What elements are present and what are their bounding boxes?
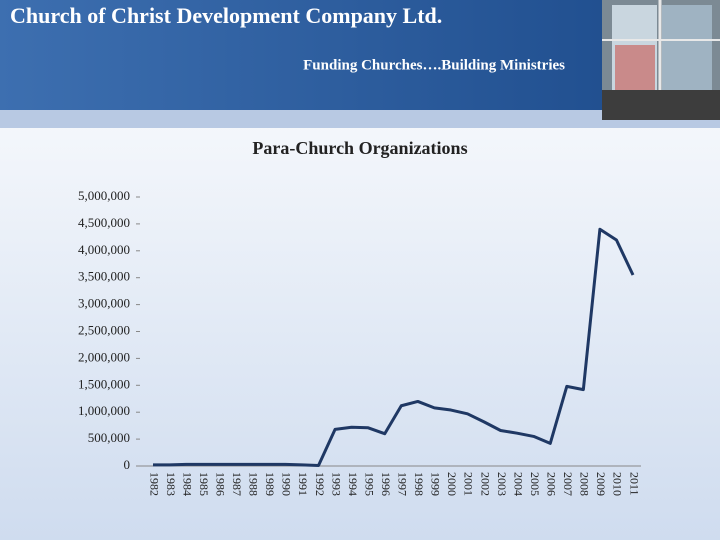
x-tick-label: 2010 [611,472,625,496]
x-tick-label: 2005 [528,472,542,496]
header-band [0,0,720,110]
x-tick-label: 2001 [462,472,476,496]
x-tick-label: 2011 [627,472,641,496]
y-tick-label: 4,500,000 [78,215,130,230]
y-tick-label: 1,500,000 [78,376,130,391]
header-strip [0,110,720,128]
y-tick-label: 2,500,000 [78,322,130,337]
y-tick-label: 500,000 [88,430,130,445]
y-tick-label: 3,500,000 [78,269,130,284]
chart-title: Para-Church Organizations [252,138,467,158]
x-tick-label: 1988 [247,472,261,496]
line-series [153,227,635,467]
x-tick-label: 2000 [445,472,459,496]
x-tick-label: 1982 [147,472,161,496]
x-tick-label: 1987 [230,472,244,496]
x-tick-label: 1997 [396,472,410,496]
x-tick-label: 2007 [561,472,575,496]
header-photo [602,0,720,120]
x-tick-label: 1998 [412,472,426,496]
x-tick-label: 2002 [478,472,492,496]
x-tick-label: 1984 [180,472,194,496]
x-tick-label: 1994 [346,472,360,496]
x-tick-label: 1991 [296,472,310,496]
y-tick-label: 1,000,000 [78,403,130,418]
x-tick-label: 2009 [594,472,608,496]
x-tick-label: 1986 [213,472,227,496]
y-tick-label: 2,000,000 [78,349,130,364]
y-tick-label: 0 [124,457,131,472]
x-tick-label: 1983 [164,472,178,496]
x-tick-label: 1990 [280,472,294,496]
x-tick-label: 1992 [313,472,327,496]
x-tick-label: 2008 [578,472,592,496]
y-tick-label: 3,000,000 [78,296,130,311]
x-tick-label: 2004 [511,472,525,496]
x-tick-label: 2003 [495,472,509,496]
header-title: Church of Christ Development Company Ltd… [10,3,442,28]
x-tick-label: 1999 [429,472,443,496]
y-tick-label: 5,000,000 [78,188,130,203]
x-tick-label: 1996 [379,472,393,496]
x-tick-label: 1985 [197,472,211,496]
y-tick-label: 4,000,000 [78,242,130,257]
header-subtitle: Funding Churches….Building Ministries [303,57,565,73]
x-tick-label: 1989 [263,472,277,496]
x-tick-label: 1993 [329,472,343,496]
x-tick-label: 1995 [362,472,376,496]
x-tick-label: 2006 [544,472,558,496]
